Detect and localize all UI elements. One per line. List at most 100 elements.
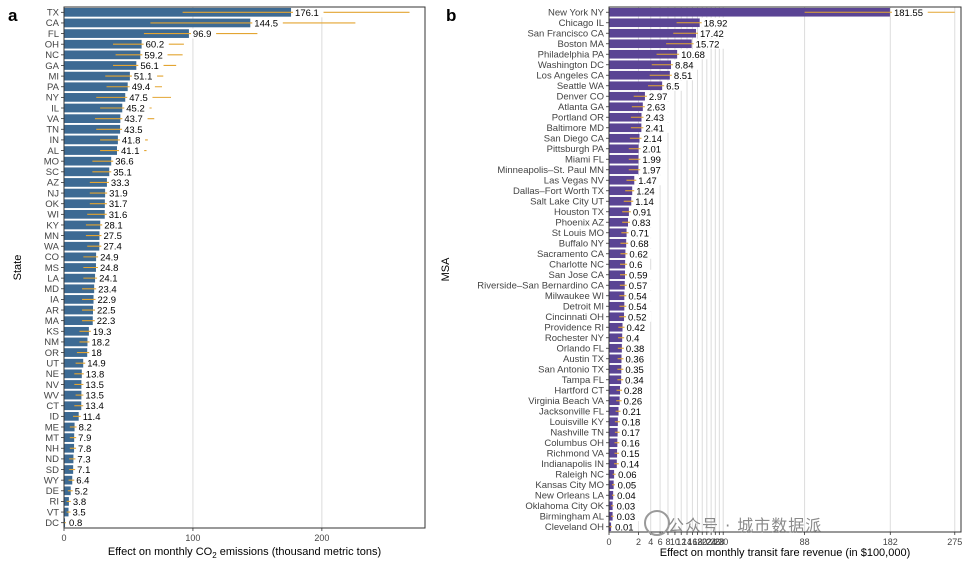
- value-label-b-24: 0.6: [629, 260, 642, 271]
- bar-b-14: [609, 154, 639, 164]
- category-label-b-45: Kansas City MO: [535, 480, 604, 491]
- value-label-bg-a-13: [118, 145, 145, 156]
- value-label-b-22: 0.68: [630, 239, 649, 250]
- category-label-a-31: NM: [44, 337, 59, 348]
- value-label-bg-b-29: [626, 311, 652, 322]
- bar-a-33: [64, 358, 84, 368]
- value-label-bg-b-4: [679, 49, 710, 60]
- bar-b-7: [609, 81, 663, 91]
- value-label-a-34: 13.8: [86, 369, 105, 380]
- category-label-b-35: Tampa FL: [562, 375, 604, 386]
- x-axis-title-a: Effect on monthly CO2 emissions (thousan…: [108, 546, 381, 560]
- y-axis-title-b: MSA: [440, 257, 452, 282]
- category-label-b-3: Boston MA: [558, 39, 605, 50]
- bar-b-8: [609, 91, 645, 101]
- category-label-b-7: Seattle WA: [557, 81, 605, 92]
- bar-a-25: [64, 273, 96, 283]
- value-label-bg-b-49: [613, 521, 639, 532]
- category-label-a-26: MD: [44, 284, 59, 295]
- category-label-a-27: IA: [50, 295, 60, 306]
- value-label-bg-a-46: [70, 496, 91, 507]
- value-label-a-42: 7.3: [77, 454, 90, 465]
- value-label-b-0: 181.55: [894, 8, 923, 19]
- bar-a-3: [64, 39, 142, 49]
- bar-a-43: [64, 465, 74, 474]
- category-label-b-43: Indianapolis IN: [541, 459, 604, 470]
- bar-b-34: [609, 364, 622, 374]
- bar-a-7: [64, 82, 128, 92]
- bar-b-39: [609, 417, 618, 427]
- bar-b-13: [609, 144, 639, 154]
- category-label-b-29: Cincinnati OH: [545, 312, 604, 323]
- value-label-b-11: 2.41: [645, 123, 664, 134]
- value-label-b-14: 1.99: [642, 155, 661, 166]
- category-label-a-0: TX: [47, 8, 60, 19]
- category-label-a-44: WY: [44, 475, 60, 486]
- x-tick-label-b-5: 10: [670, 537, 680, 547]
- category-label-a-7: PA: [47, 82, 60, 93]
- value-label-b-48: 0.03: [617, 512, 636, 523]
- bar-b-12: [609, 133, 640, 143]
- category-label-a-24: MS: [45, 263, 59, 274]
- x-tick-label-b-9: 18: [692, 537, 702, 547]
- value-label-bg-b-7: [664, 80, 685, 91]
- bar-a-47: [64, 507, 69, 517]
- category-label-a-45: DE: [46, 486, 59, 497]
- value-label-bg-b-2: [698, 28, 729, 39]
- bar-a-45: [64, 486, 71, 496]
- value-label-bg-b-23: [627, 248, 653, 259]
- category-label-b-15: Minneapolis–St. Paul MN: [497, 165, 604, 176]
- bar-b-44: [609, 469, 615, 479]
- category-label-a-46: RI: [50, 497, 60, 508]
- value-label-a-41: 7.8: [78, 444, 91, 455]
- category-label-b-0: New York NY: [548, 8, 605, 19]
- watermark-text: 公众号 · 城市数据派: [668, 516, 823, 535]
- value-label-b-25: 0.59: [629, 270, 648, 281]
- value-label-bg-b-32: [623, 343, 650, 354]
- value-label-b-5: 8.84: [675, 60, 694, 71]
- value-label-a-2: 96.9: [193, 29, 212, 40]
- value-label-bg-a-28: [95, 305, 121, 316]
- value-label-b-27: 0.54: [628, 291, 647, 302]
- value-label-a-0: 176.1: [295, 8, 319, 19]
- category-label-a-38: ID: [50, 412, 60, 423]
- category-label-b-28: Detroit MI: [563, 302, 604, 313]
- value-label-bg-a-40: [76, 432, 97, 443]
- bar-a-35: [64, 380, 82, 389]
- value-label-bg-b-11: [643, 122, 669, 133]
- value-label-a-44: 6.4: [76, 476, 89, 487]
- category-label-a-18: OK: [45, 199, 59, 210]
- category-label-b-24: Charlotte NC: [549, 260, 604, 271]
- value-label-bg-b-6: [671, 70, 698, 81]
- x-tick-label-b-16: 88: [800, 537, 810, 547]
- bar-a-26: [64, 284, 95, 294]
- bar-b-35: [609, 375, 622, 385]
- category-label-b-16: Las Vegas NV: [544, 176, 605, 187]
- value-label-a-13: 41.1: [121, 146, 140, 157]
- x-tick-label-b-4: 8: [665, 537, 670, 547]
- value-label-bg-b-25: [627, 269, 653, 280]
- bar-b-6: [609, 70, 670, 80]
- value-label-bg-a-30: [90, 326, 117, 337]
- x-tick-label-b-1: 2: [636, 537, 641, 547]
- category-label-a-19: WI: [47, 210, 59, 221]
- value-label-bg-a-16: [108, 177, 135, 188]
- category-label-a-20: KY: [46, 220, 59, 231]
- bar-b-9: [609, 102, 643, 112]
- category-label-a-2: FL: [48, 29, 59, 40]
- bar-b-36: [609, 385, 621, 395]
- value-label-bg-b-19: [630, 206, 657, 217]
- value-label-bg-a-21: [101, 230, 127, 241]
- category-label-a-28: AR: [46, 305, 59, 316]
- value-label-a-21: 27.5: [103, 231, 122, 242]
- value-label-bg-b-41: [619, 437, 645, 448]
- category-label-b-27: Milwaukee WI: [545, 291, 604, 302]
- value-label-bg-a-47: [70, 507, 91, 518]
- category-label-b-5: Washington DC: [538, 60, 604, 71]
- value-label-a-20: 28.1: [104, 220, 123, 231]
- category-label-a-10: VA: [47, 114, 60, 125]
- category-label-b-12: San Diego CA: [544, 134, 605, 145]
- bar-a-5: [64, 61, 137, 70]
- panel-label-a: a: [8, 6, 18, 25]
- bar-b-40: [609, 427, 618, 437]
